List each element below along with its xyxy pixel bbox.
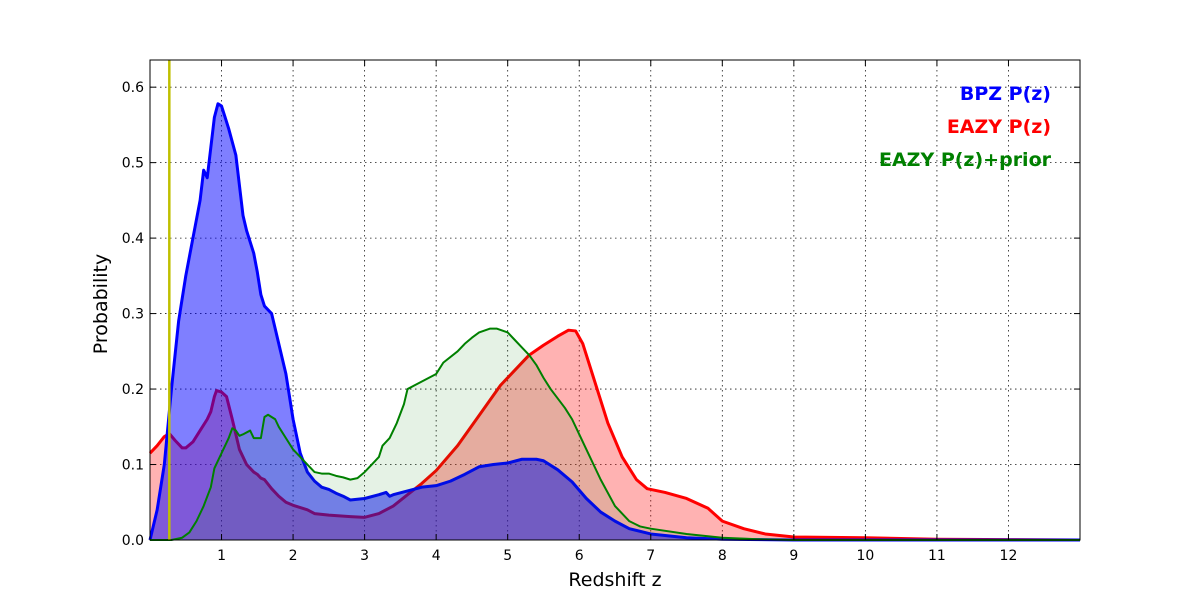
y-tick-label: 0.1 [122,458,144,474]
y-tick-label: 0.0 [122,533,144,549]
legend: BPZ P(z) EAZY P(z) EAZY P(z)+prior [879,83,1052,171]
series-layer [148,102,1081,542]
x-tick-label: 1 [217,548,226,564]
legend-entry: EAZY P(z)+prior [879,149,1052,171]
y-tick-label: 0.6 [122,80,144,96]
series-line-eazy-p-z-prior [150,327,1080,541]
x-tick-label: 7 [646,548,655,564]
series-line-bpz-p-z [148,102,1080,542]
series-area-eazy-p-z-prior [150,328,1080,540]
x-tick-label: 5 [503,548,512,564]
y-tick-label: 0.3 [122,307,144,323]
plot-frame [149,59,1081,541]
x-tick-label: 11 [928,548,946,564]
legend-entry: EAZY P(z) [947,116,1051,138]
y-axis-label: Probability [90,254,112,354]
x-tick-label: 8 [718,548,727,564]
y-tick-label: 0.5 [122,156,144,172]
x-tick-label: 9 [789,548,798,564]
x-tick-label: 6 [575,548,584,564]
x-tick-label: 10 [856,548,874,564]
x-tick-label: 12 [1000,548,1018,564]
legend-entry: BPZ P(z) [960,83,1051,105]
x-tick-label: 3 [360,548,369,564]
x-axis-label: Redshift z [568,569,661,591]
y-tick-label: 0.2 [122,382,144,398]
x-tick-label: 4 [432,548,441,564]
ticks: 1 2 3 4 5 6 7 8 9 10 11 120.00.10.20.30.40.50.6 [122,60,1080,564]
y-tick-label: 0.4 [122,231,144,247]
series-area-bpz-p-z [150,103,1080,541]
x-tick-label: 2 [289,548,298,564]
